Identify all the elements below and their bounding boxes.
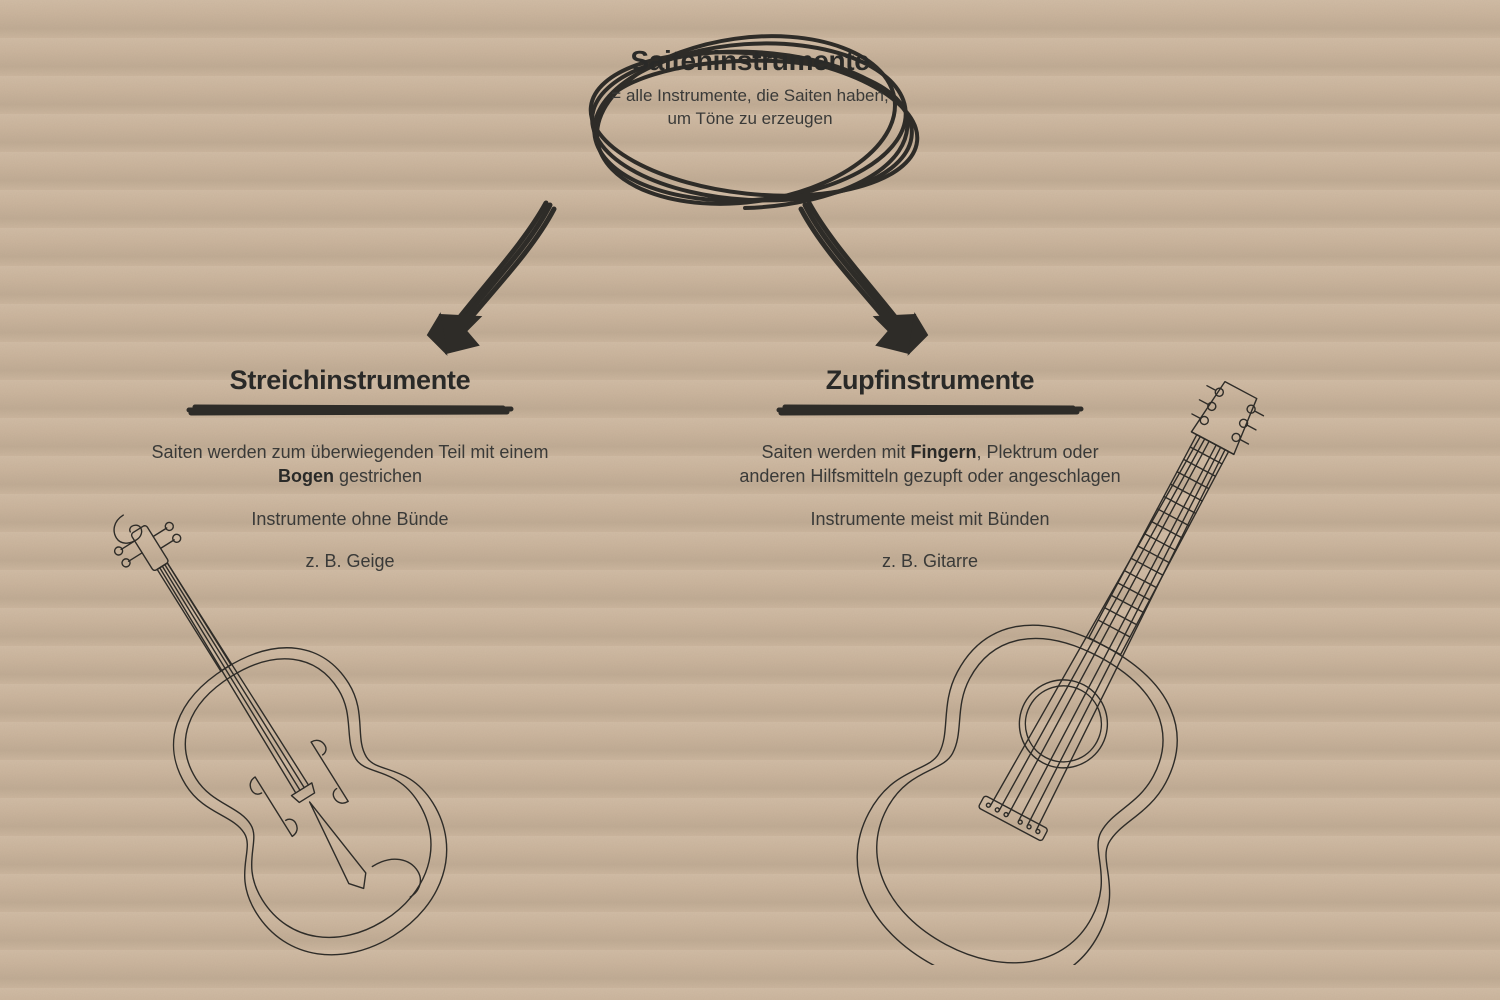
- root-title: Saiteninstrumente: [560, 45, 940, 77]
- branch-left-desc: Saiten werden zum überwiegenden Teil mit…: [150, 440, 550, 489]
- branch-right-example: z. B. Gitarre: [730, 549, 1130, 573]
- branch-left-line2: Instrumente ohne Bünde: [150, 507, 550, 531]
- branch-left-body: Saiten werden zum überwiegenden Teil mit…: [150, 440, 550, 573]
- root-subtitle-line2: um Töne zu erzeugen: [667, 109, 832, 128]
- root-node: Saiteninstrumente = alle Instrumente, di…: [560, 45, 940, 131]
- branch-right-title: Zupfinstrumente: [730, 365, 1130, 396]
- underline-right: [775, 402, 1085, 418]
- branch-right-body: Saiten werden mit Fingern, Plektrum oder…: [730, 440, 1130, 573]
- root-subtitle-line1: = alle Instrumente, die Saiten haben,: [611, 86, 888, 105]
- underline-left: [185, 402, 515, 418]
- diagram-root: Saiteninstrumente = alle Instrumente, di…: [0, 0, 1500, 1000]
- branch-right-desc: Saiten werden mit Fingern, Plektrum oder…: [730, 440, 1130, 489]
- branch-left: Streichinstrumente Saiten werden zum übe…: [150, 365, 550, 591]
- branch-right-line2: Instrumente meist mit Bünden: [730, 507, 1130, 531]
- branch-right: Zupfinstrumente Saiten werden mit Finger…: [730, 365, 1130, 591]
- branch-left-title: Streichinstrumente: [150, 365, 550, 396]
- root-subtitle: = alle Instrumente, die Saiten haben, um…: [560, 85, 940, 131]
- branch-left-example: z. B. Geige: [150, 549, 550, 573]
